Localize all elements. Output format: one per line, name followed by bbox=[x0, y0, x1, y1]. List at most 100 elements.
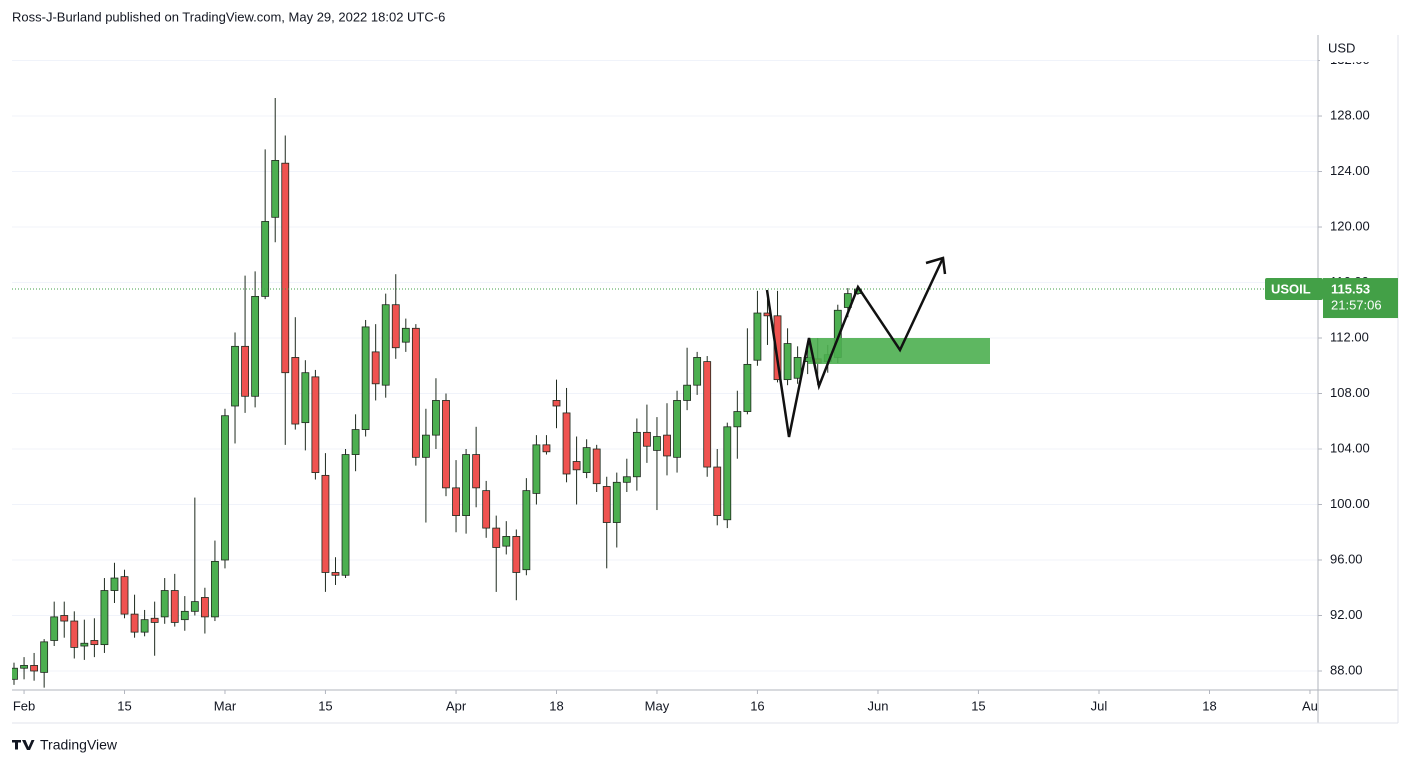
arrow-head bbox=[925, 256, 947, 275]
last-price-label: 115.53 bbox=[1331, 281, 1370, 296]
logo-icon bbox=[12, 740, 35, 750]
candle-body bbox=[793, 357, 802, 379]
candle-body bbox=[371, 351, 380, 385]
candle-body bbox=[221, 415, 229, 561]
candle-body bbox=[733, 411, 742, 428]
candle-body bbox=[281, 162, 290, 374]
candle-body bbox=[351, 429, 360, 455]
candle-body bbox=[612, 481, 621, 523]
candle-body bbox=[170, 590, 179, 623]
candle-body bbox=[783, 343, 792, 381]
candle-body bbox=[80, 642, 89, 647]
candle-body bbox=[602, 486, 611, 523]
candle-body bbox=[432, 400, 440, 436]
candle-body bbox=[291, 357, 300, 425]
candle-body bbox=[361, 326, 370, 430]
candle-body bbox=[753, 312, 762, 361]
candle-body bbox=[391, 304, 400, 349]
y-tick-label: 100.00 bbox=[1330, 496, 1370, 511]
candle-body bbox=[663, 434, 671, 457]
candle-body bbox=[522, 490, 531, 571]
candle-body bbox=[251, 295, 260, 397]
x-tick-label: Feb bbox=[13, 698, 35, 713]
candle-body bbox=[60, 615, 69, 622]
candle-body bbox=[452, 487, 460, 517]
candle-body bbox=[12, 667, 18, 680]
candle-body bbox=[572, 461, 581, 471]
y-tick-label: 120.00 bbox=[1330, 218, 1370, 233]
candle-body bbox=[411, 327, 420, 458]
x-tick-label: 18 bbox=[1202, 698, 1216, 713]
x-tick-label: 15 bbox=[318, 698, 332, 713]
candle-body bbox=[130, 613, 139, 633]
candle-body bbox=[30, 665, 39, 672]
candle-body bbox=[401, 327, 410, 343]
candle-body bbox=[532, 444, 541, 494]
candle-body bbox=[110, 577, 119, 591]
y-tick-label: 112.00 bbox=[1330, 329, 1369, 344]
candle-body bbox=[90, 640, 99, 646]
candle-body bbox=[472, 454, 481, 489]
x-tick-label: Au bbox=[1302, 698, 1318, 713]
candle-body bbox=[482, 490, 491, 529]
candle-body bbox=[20, 665, 28, 669]
candle-body bbox=[462, 454, 470, 517]
candle-body bbox=[512, 536, 521, 573]
y-tick-label: 108.00 bbox=[1330, 385, 1370, 400]
candle-body bbox=[331, 572, 340, 576]
candle-body bbox=[190, 601, 199, 612]
price-box bbox=[1323, 278, 1398, 319]
candle-body bbox=[723, 426, 732, 521]
candle-body bbox=[442, 400, 450, 489]
drawing bbox=[765, 256, 990, 438]
brand-logo: TradingView bbox=[12, 737, 118, 753]
x-tick-label: Mar bbox=[214, 698, 237, 713]
candle-body bbox=[552, 400, 561, 407]
candle-body bbox=[562, 412, 571, 475]
grid bbox=[12, 60, 1318, 672]
x-tick-label: 18 bbox=[549, 698, 563, 713]
y-tick-label: 124.00 bbox=[1330, 163, 1370, 178]
x-tick-label: Apr bbox=[446, 698, 467, 713]
candle-body bbox=[40, 641, 49, 673]
candle-body bbox=[632, 431, 641, 478]
symbol-label: USOIL bbox=[1271, 281, 1311, 296]
candle-body bbox=[502, 536, 511, 547]
x-tick-label: Jul bbox=[1091, 698, 1108, 713]
currency-bg bbox=[1320, 38, 1396, 62]
candle-body bbox=[542, 444, 551, 453]
candle-body bbox=[120, 576, 129, 615]
candle-body bbox=[683, 384, 692, 401]
symbol-box bbox=[1265, 278, 1323, 301]
candle-body bbox=[211, 560, 219, 618]
x-tick-label: Jun bbox=[867, 698, 888, 713]
countdown-label: 21:57:06 bbox=[1331, 297, 1382, 312]
candle-body bbox=[271, 160, 280, 218]
candle-body bbox=[341, 454, 350, 576]
y-tick-label: 96.00 bbox=[1330, 551, 1363, 566]
candle-body bbox=[492, 527, 501, 548]
candle-body bbox=[381, 304, 390, 386]
candle-body bbox=[50, 616, 59, 641]
zigzag-path bbox=[765, 257, 945, 438]
candle-body bbox=[200, 597, 209, 618]
candle-body bbox=[582, 447, 591, 473]
y-tick-label: 88.00 bbox=[1330, 662, 1363, 677]
plot-area bbox=[12, 97, 1318, 688]
x-tick-label: May bbox=[645, 698, 670, 713]
x-tick-label: 15 bbox=[971, 698, 985, 713]
y-tick-label: 92.00 bbox=[1330, 607, 1363, 622]
candle-body bbox=[703, 361, 712, 468]
chart-title: Ross-J-Burland published on TradingView.… bbox=[12, 9, 445, 24]
candle-body bbox=[301, 372, 310, 424]
candle-body bbox=[140, 619, 149, 633]
candle-body bbox=[241, 345, 249, 397]
candle-body bbox=[713, 466, 722, 517]
candle-body bbox=[311, 376, 320, 473]
candle-body bbox=[622, 476, 631, 483]
brand-name: TradingView bbox=[40, 737, 118, 753]
candle-body bbox=[693, 357, 702, 386]
